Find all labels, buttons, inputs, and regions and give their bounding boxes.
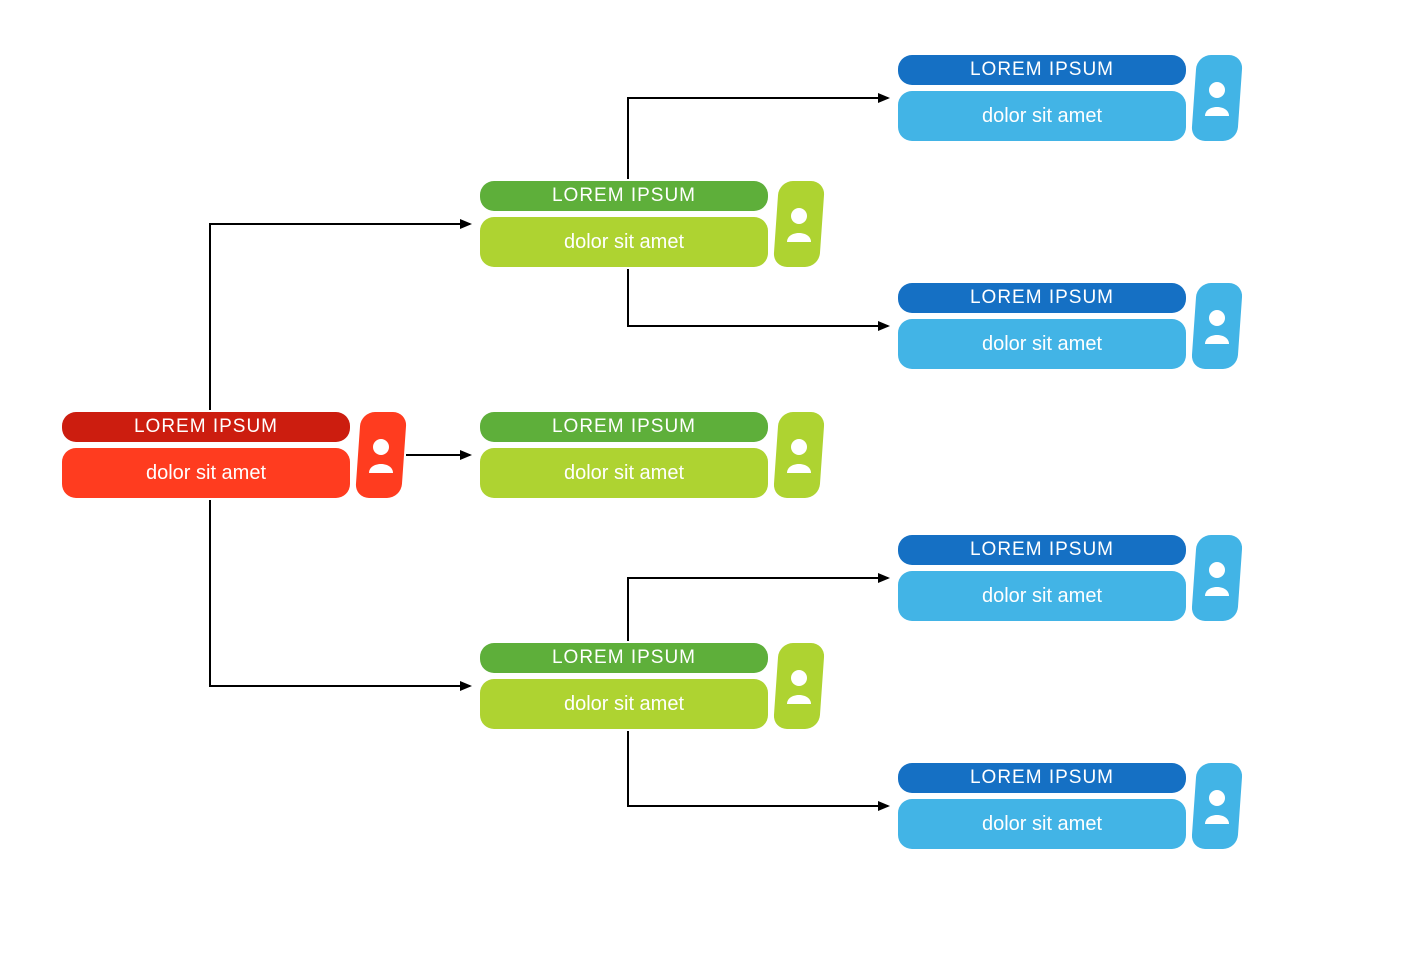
person-icon xyxy=(1191,283,1243,369)
node-header: LOREM IPSUM xyxy=(898,55,1186,85)
connector-edge xyxy=(210,500,470,686)
org-node-leaf-3: LOREM IPSUM dolor sit amet xyxy=(898,535,1186,621)
connector-edge xyxy=(628,98,888,179)
node-body: dolor sit amet xyxy=(898,571,1186,621)
node-body: dolor sit amet xyxy=(62,448,350,498)
node-body: dolor sit amet xyxy=(898,799,1186,849)
org-node-mid-3: LOREM IPSUM dolor sit amet xyxy=(480,643,768,729)
node-body: dolor sit amet xyxy=(480,448,768,498)
node-header: LOREM IPSUM xyxy=(62,412,350,442)
node-header: LOREM IPSUM xyxy=(898,283,1186,313)
node-body: dolor sit amet xyxy=(898,319,1186,369)
node-header: LOREM IPSUM xyxy=(898,763,1186,793)
connector-edge xyxy=(628,731,888,806)
connector-edge xyxy=(628,269,888,326)
node-header: LOREM IPSUM xyxy=(480,181,768,211)
person-icon xyxy=(355,412,407,498)
org-node-leaf-1: LOREM IPSUM dolor sit amet xyxy=(898,55,1186,141)
connector-edge xyxy=(210,224,470,410)
node-header: LOREM IPSUM xyxy=(898,535,1186,565)
org-node-leaf-2: LOREM IPSUM dolor sit amet xyxy=(898,283,1186,369)
person-icon xyxy=(1191,55,1243,141)
person-icon xyxy=(773,643,825,729)
node-header: LOREM IPSUM xyxy=(480,412,768,442)
org-node-mid-1: LOREM IPSUM dolor sit amet xyxy=(480,181,768,267)
person-icon xyxy=(1191,763,1243,849)
person-icon xyxy=(773,412,825,498)
node-body: dolor sit amet xyxy=(480,217,768,267)
org-node-leaf-4: LOREM IPSUM dolor sit amet xyxy=(898,763,1186,849)
node-header: LOREM IPSUM xyxy=(480,643,768,673)
node-body: dolor sit amet xyxy=(480,679,768,729)
person-icon xyxy=(773,181,825,267)
node-body: dolor sit amet xyxy=(898,91,1186,141)
org-node-mid-2: LOREM IPSUM dolor sit amet xyxy=(480,412,768,498)
person-icon xyxy=(1191,535,1243,621)
org-node-root: LOREM IPSUM dolor sit amet xyxy=(62,412,350,498)
connector-edge xyxy=(628,578,888,641)
